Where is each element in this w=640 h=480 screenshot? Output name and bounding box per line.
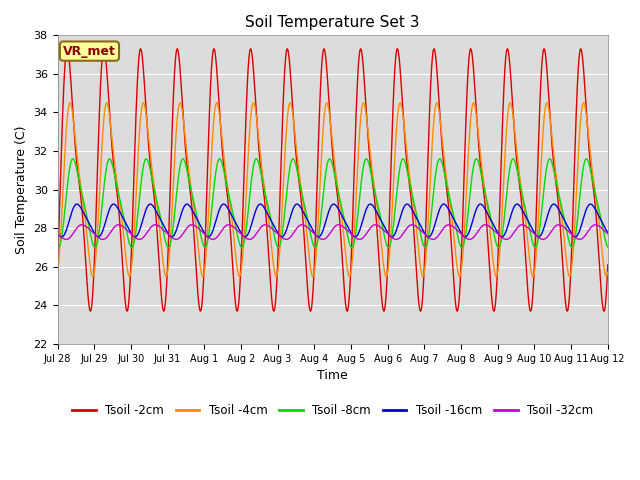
Y-axis label: Soil Temperature (C): Soil Temperature (C) [15,125,28,254]
Legend: Tsoil -2cm, Tsoil -4cm, Tsoil -8cm, Tsoil -16cm, Tsoil -32cm: Tsoil -2cm, Tsoil -4cm, Tsoil -8cm, Tsoi… [67,399,598,421]
Title: Soil Temperature Set 3: Soil Temperature Set 3 [245,15,420,30]
Text: VR_met: VR_met [63,45,116,58]
X-axis label: Time: Time [317,369,348,382]
